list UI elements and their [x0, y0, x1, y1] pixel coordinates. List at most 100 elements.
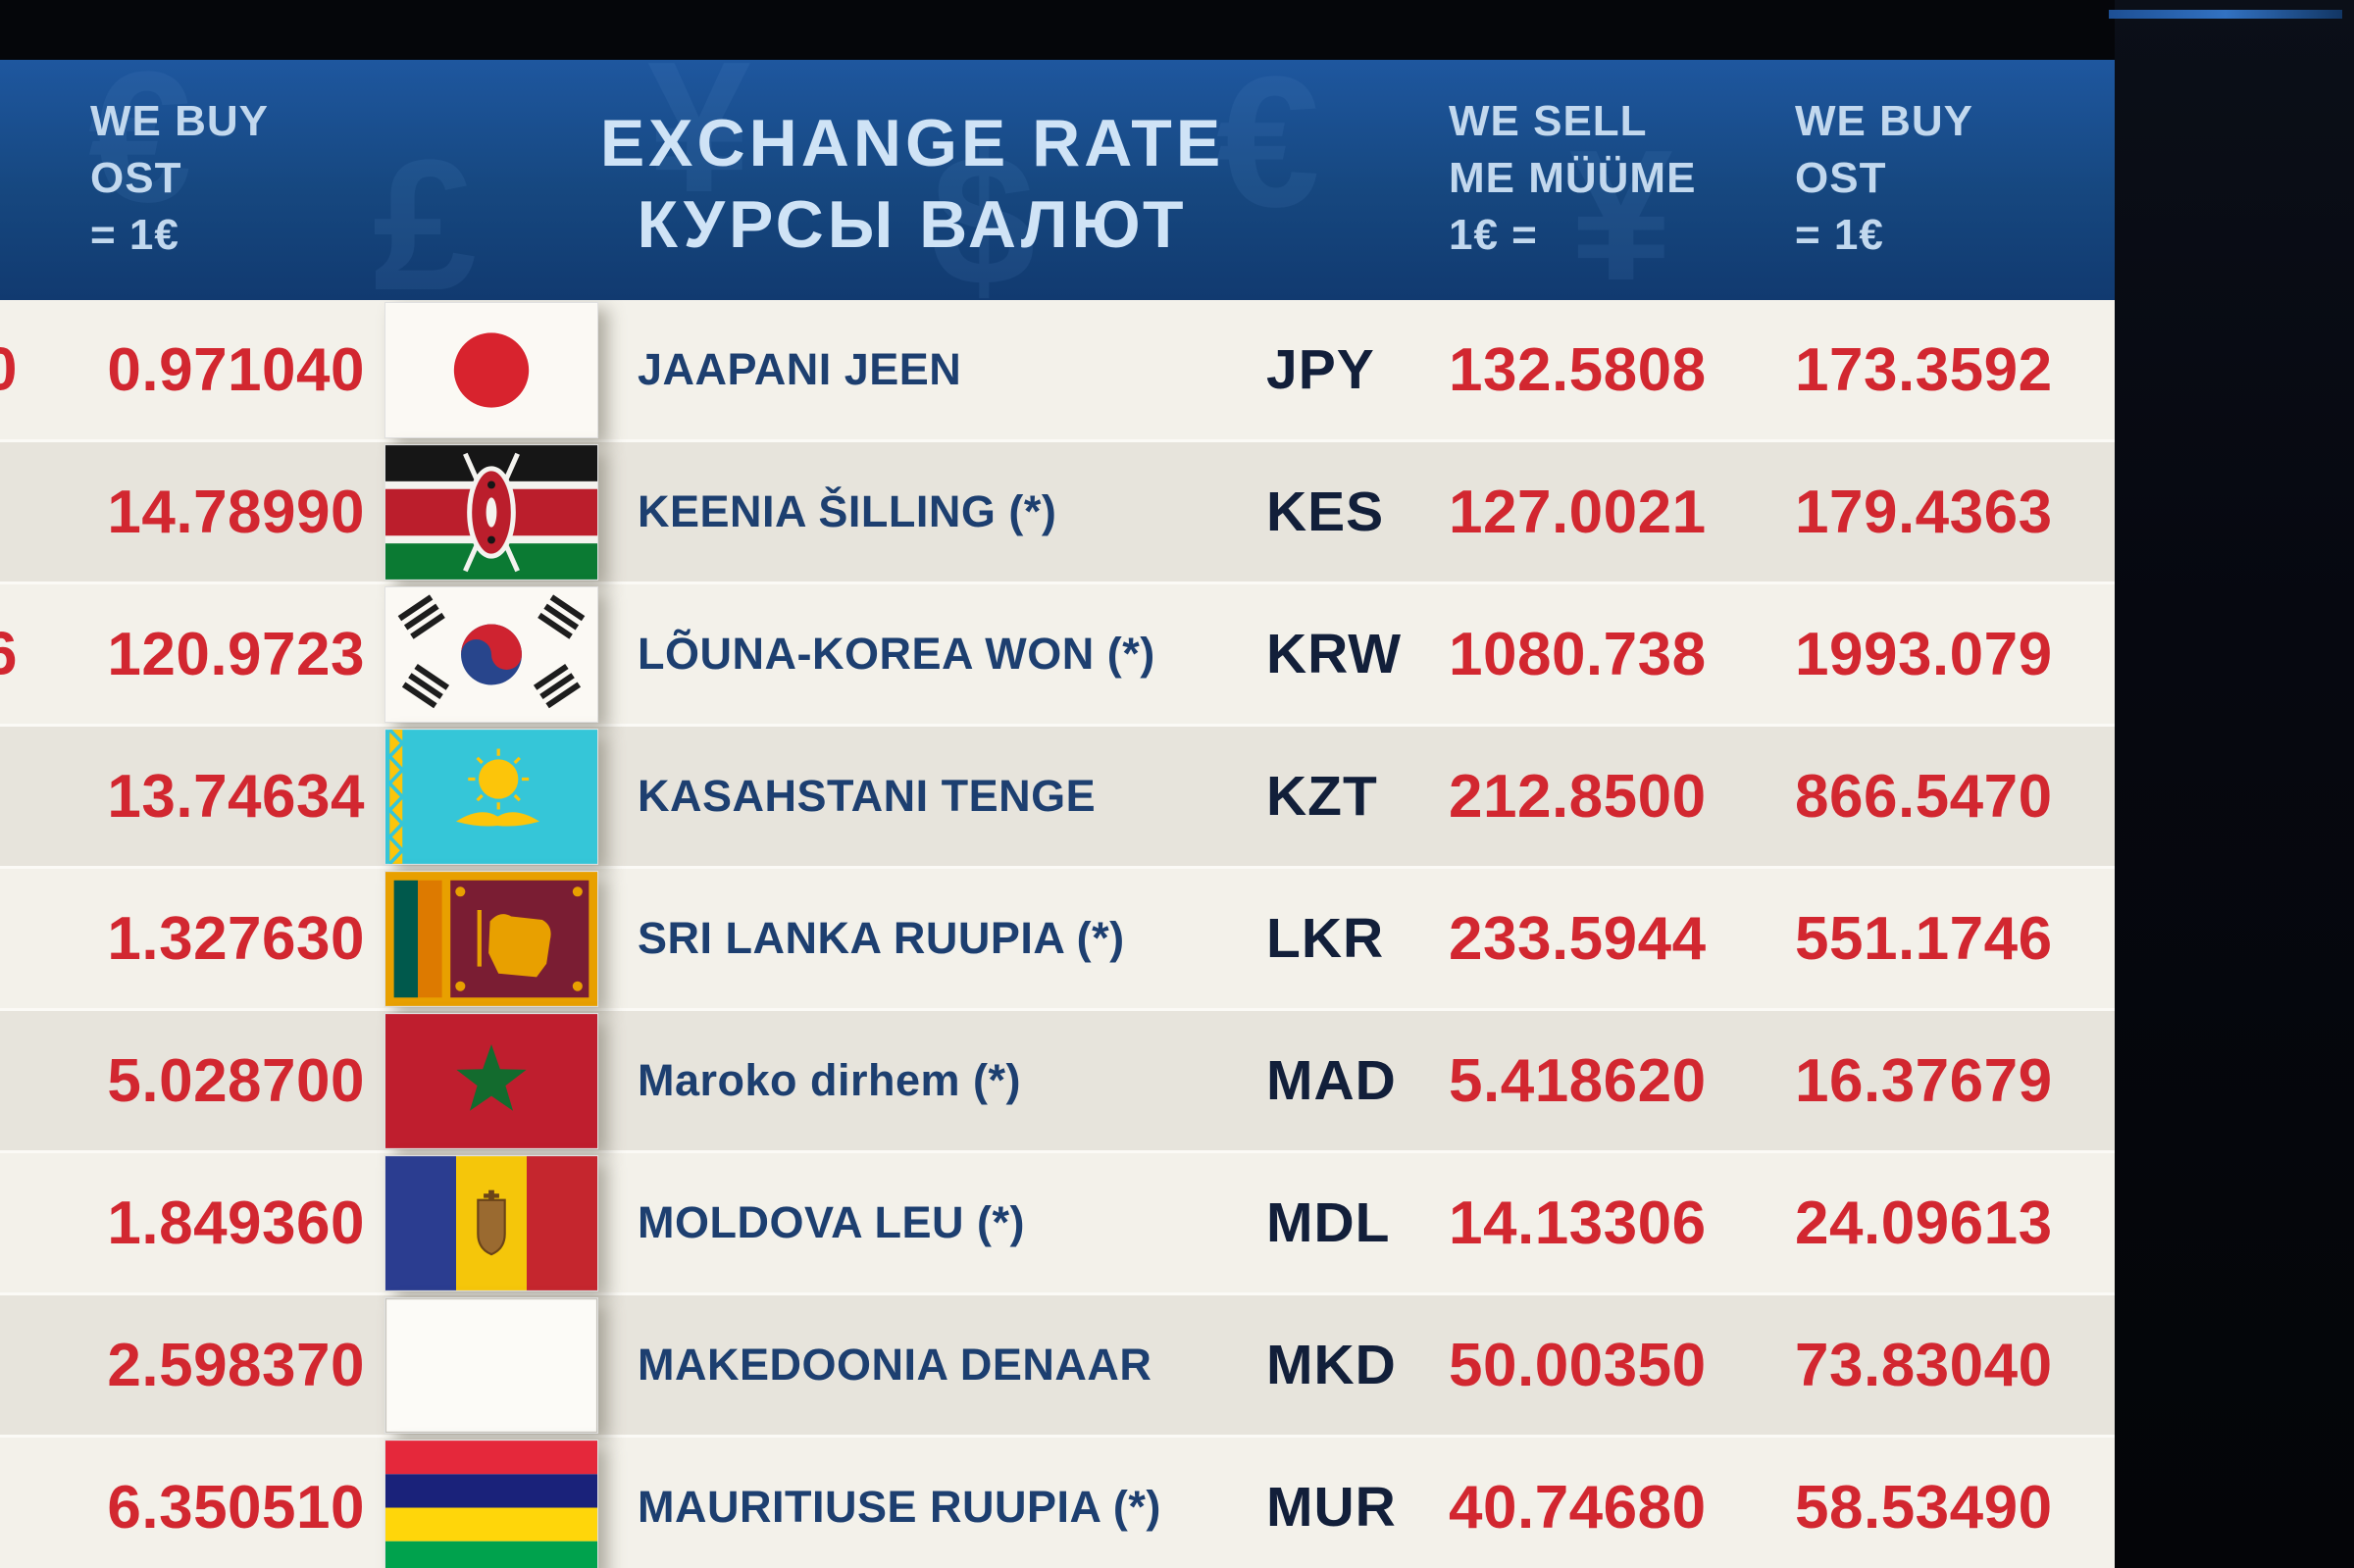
- we-buy-ost-value: 1.327630: [107, 904, 365, 973]
- we-buy-value: 73.83040: [1795, 1331, 2053, 1399]
- exchange-rate-screen: € £ ¥ $ € ¥ WE BUY OST = 1€ EXCHANGE RAT…: [0, 60, 2115, 1568]
- currency-code: MKD: [1266, 1334, 1397, 1396]
- bezel-top: [0, 0, 2354, 60]
- rates-table: 0 0.971040 JAAPANI JEEN JPY 132.5808 173…: [0, 300, 2115, 1568]
- cutoff-digit-fragment: 6: [0, 620, 18, 688]
- bezel-right: [2115, 0, 2354, 1568]
- we-sell-value: 132.5808: [1449, 335, 1707, 404]
- header-we-sell-line1: WE SELL: [1449, 97, 1648, 145]
- we-buy-ost-value: 6.350510: [107, 1473, 365, 1542]
- header-we-buy-right-line3: = 1€: [1795, 211, 1884, 260]
- moldova-flag-icon: [384, 1154, 598, 1291]
- cutoff-digit-fragment: [0, 727, 26, 866]
- we-sell-value: 233.5944: [1449, 904, 1707, 973]
- we-buy-ost-value: 14.78990: [107, 478, 365, 546]
- we-buy-value: 16.37679: [1795, 1046, 2053, 1115]
- kenya-flag-icon: [384, 443, 598, 581]
- header-we-buy-right-line2: OST: [1795, 154, 1887, 203]
- rate-row-mkd: 2.598370 MAKEDOONIA DENAAR MKD 50.00350 …: [0, 1292, 2115, 1435]
- header-we-sell: WE SELL ME MÜÜME 1€ =: [1449, 93, 1696, 264]
- missing-flag-icon: [384, 1296, 598, 1434]
- mauritius-flag-icon: [384, 1439, 598, 1568]
- sri-lanka-flag-icon: [384, 870, 598, 1007]
- header-we-buy-left-line1: WE BUY: [90, 97, 269, 145]
- header-we-buy-right: WE BUY OST = 1€: [1795, 93, 1973, 264]
- rate-row-kes: 14.78990 KEENIA ŠILLIN: [0, 439, 2115, 582]
- currency-name: SRI LANKA RUUPIA (*): [638, 913, 1125, 963]
- board-title-ru: КУРСЫ ВАЛЮТ: [637, 186, 1188, 262]
- we-buy-value: 24.09613: [1795, 1189, 2053, 1257]
- we-buy-ost-value: 1.849360: [107, 1189, 365, 1257]
- currency-name: Maroko dirhem (*): [638, 1055, 1022, 1105]
- we-buy-ost-value: 13.74634: [107, 762, 365, 831]
- currency-name: KEENIA ŠILLING (*): [638, 486, 1057, 536]
- header-we-buy-left: WE BUY OST = 1€: [90, 93, 269, 264]
- rate-row-mad: 5.028700 Maroko dirhem (*) MAD 5.418620 …: [0, 1008, 2115, 1150]
- header-we-buy-left-line3: = 1€: [90, 211, 179, 260]
- we-sell-value: 14.13306: [1449, 1189, 1707, 1257]
- we-buy-value: 58.53490: [1795, 1473, 2053, 1542]
- we-buy-value: 173.3592: [1795, 335, 2053, 404]
- currency-name: JAAPANI JEEN: [638, 344, 962, 394]
- japan-flag-icon: [384, 301, 598, 438]
- currency-flag-cell: [369, 728, 614, 865]
- currency-flag-cell: [369, 585, 614, 723]
- header-we-sell-line2: ME MÜÜME: [1449, 154, 1697, 203]
- cutoff-digit-fragment: [0, 1295, 26, 1435]
- we-buy-ost-value: 2.598370: [107, 1331, 365, 1399]
- morocco-flag-icon: [384, 1012, 598, 1149]
- rate-row-jpy: 0 0.971040 JAAPANI JEEN JPY 132.5808 173…: [0, 300, 2115, 439]
- we-sell-value: 5.418620: [1449, 1046, 1707, 1115]
- currency-code: MUR: [1266, 1476, 1397, 1539]
- currency-name: LÕUNA-KOREA WON (*): [638, 629, 1155, 679]
- currency-code: JPY: [1266, 338, 1375, 401]
- we-buy-value: 866.5470: [1795, 762, 2053, 831]
- cutoff-digit-fragment: [0, 1438, 26, 1568]
- currency-name: MAKEDOONIA DENAAR: [638, 1340, 1152, 1390]
- currency-flag-cell: [369, 443, 614, 581]
- we-buy-ost-value: 0.971040: [107, 335, 365, 404]
- we-sell-value: 1080.738: [1449, 620, 1707, 688]
- we-buy-ost-value: 5.028700: [107, 1046, 365, 1115]
- we-buy-ost-value: 120.9723: [107, 620, 365, 688]
- currency-name: MOLDOVA LEU (*): [638, 1197, 1025, 1247]
- cutoff-digit-fragment: 0: [0, 335, 18, 404]
- kazakhstan-flag-icon: [384, 728, 598, 865]
- we-buy-value: 1993.079: [1795, 620, 2053, 688]
- currency-flag-cell: [369, 870, 614, 1007]
- screen-edge-highlight-icon: [2109, 10, 2342, 19]
- currency-name: MAURITIUSE RUUPIA (*): [638, 1482, 1161, 1532]
- we-sell-value: 212.8500: [1449, 762, 1707, 831]
- rate-row-mdl: 1.849360 MOLDOVA LEU (*) MDL 14.13306 24…: [0, 1150, 2115, 1292]
- we-sell-value: 127.0021: [1449, 478, 1707, 546]
- cutoff-digit-fragment: [0, 869, 26, 1008]
- header-we-sell-line3: 1€ =: [1449, 211, 1538, 260]
- cutoff-digit-fragment: [0, 1011, 26, 1150]
- we-sell-value: 40.74680: [1449, 1473, 1707, 1542]
- rate-row-mur: 6.350510 MAURITIUSE RUUPIA (*) MUR 40.74…: [0, 1435, 2115, 1568]
- board-header: € £ ¥ $ € ¥ WE BUY OST = 1€ EXCHANGE RAT…: [0, 60, 2115, 300]
- currency-code: KRW: [1266, 623, 1403, 685]
- header-we-buy-right-line1: WE BUY: [1795, 97, 1973, 145]
- cutoff-digit-fragment: [0, 442, 26, 582]
- rate-row-kzt: 13.74634: [0, 724, 2115, 866]
- rate-row-lkr: 1.327630 SRI LANKA RUU: [0, 866, 2115, 1008]
- currency-code: LKR: [1266, 907, 1385, 970]
- currency-flag-cell: [369, 1439, 614, 1568]
- currency-code: KZT: [1266, 765, 1378, 828]
- currency-flag-cell: [369, 1154, 614, 1291]
- currency-name: KASAHSTANI TENGE: [638, 771, 1097, 821]
- currency-code: MDL: [1266, 1191, 1391, 1254]
- we-sell-value: 50.00350: [1449, 1331, 1707, 1399]
- board-title-en: EXCHANGE RATE: [599, 106, 1225, 180]
- currency-flag-cell: [369, 1296, 614, 1434]
- we-buy-value: 179.4363: [1795, 478, 2053, 546]
- cutoff-digit-fragment: [0, 1153, 26, 1292]
- currency-flag-cell: [369, 1012, 614, 1149]
- currency-code: KES: [1266, 481, 1385, 543]
- board-title: EXCHANGE RATE КУРСЫ ВАЛЮТ: [353, 103, 1471, 266]
- south-korea-flag-icon: [384, 585, 598, 723]
- we-buy-value: 551.1746: [1795, 904, 2053, 973]
- rate-row-krw: 6 120.9723 LÕUNA-KO: [0, 582, 2115, 724]
